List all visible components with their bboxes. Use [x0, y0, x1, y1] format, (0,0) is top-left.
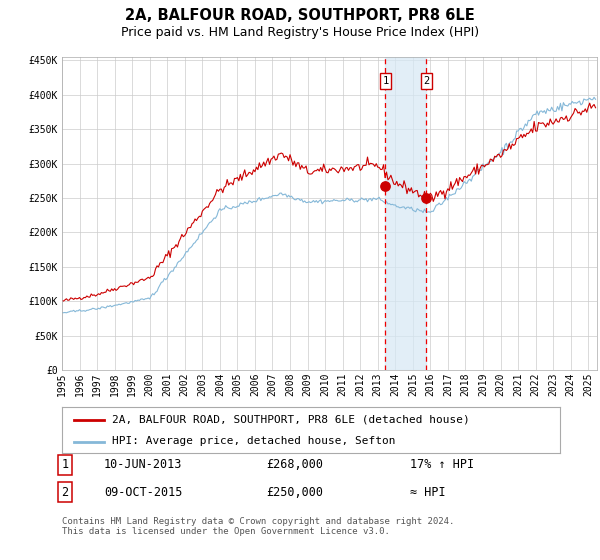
Text: Price paid vs. HM Land Registry's House Price Index (HPI): Price paid vs. HM Land Registry's House … — [121, 26, 479, 39]
Text: Contains HM Land Registry data © Crown copyright and database right 2024.
This d: Contains HM Land Registry data © Crown c… — [62, 517, 454, 536]
Text: 2A, BALFOUR ROAD, SOUTHPORT, PR8 6LE (detached house): 2A, BALFOUR ROAD, SOUTHPORT, PR8 6LE (de… — [112, 415, 470, 425]
Text: 2A, BALFOUR ROAD, SOUTHPORT, PR8 6LE: 2A, BALFOUR ROAD, SOUTHPORT, PR8 6LE — [125, 8, 475, 23]
Text: 1: 1 — [382, 76, 389, 86]
Text: ≈ HPI: ≈ HPI — [410, 486, 446, 498]
Point — [422, 194, 431, 203]
Text: HPI: Average price, detached house, Sefton: HPI: Average price, detached house, Seft… — [112, 436, 395, 446]
Text: £268,000: £268,000 — [266, 459, 323, 472]
Text: 1: 1 — [61, 459, 68, 472]
Bar — [385, 57, 427, 370]
Text: 2: 2 — [423, 76, 430, 86]
Text: 2: 2 — [61, 486, 68, 498]
Text: £250,000: £250,000 — [266, 486, 323, 498]
Text: 10-JUN-2013: 10-JUN-2013 — [104, 459, 182, 472]
Point — [380, 181, 390, 190]
Text: 09-OCT-2015: 09-OCT-2015 — [104, 486, 182, 498]
Text: 17% ↑ HPI: 17% ↑ HPI — [410, 459, 474, 472]
